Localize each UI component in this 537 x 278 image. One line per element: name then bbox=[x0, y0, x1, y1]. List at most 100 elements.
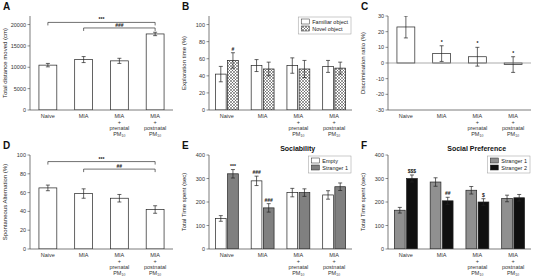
y-tick bbox=[386, 78, 389, 79]
x-tick-label: Naive bbox=[399, 252, 413, 258]
error-bar bbox=[153, 32, 157, 35]
significance-label: ### bbox=[115, 22, 124, 28]
legend-frame bbox=[487, 156, 530, 173]
x-tick-label-line: Naive bbox=[220, 113, 234, 119]
bar bbox=[502, 198, 513, 249]
title: E bbox=[182, 140, 189, 151]
y-tick bbox=[386, 155, 389, 156]
error-bar bbox=[326, 60, 330, 72]
y-tick-label: 0 bbox=[202, 107, 205, 113]
bar bbox=[39, 65, 57, 110]
error-bar bbox=[446, 197, 450, 204]
y-tick bbox=[28, 45, 31, 46]
bar bbox=[263, 208, 274, 249]
y-tick-label: 400 bbox=[196, 152, 205, 158]
error-bar bbox=[440, 46, 444, 62]
significance-bracket bbox=[48, 162, 155, 165]
y-tick bbox=[28, 155, 31, 156]
legend-label: Empty bbox=[322, 158, 338, 164]
panel: 05000100001500020000NaiveMIAMIA+prenatal… bbox=[2, 1, 173, 137]
legend-label: Stranger 2 bbox=[501, 165, 527, 171]
x-tick-label-line: Naive bbox=[41, 113, 55, 119]
y-tick-label: 60 bbox=[20, 190, 26, 196]
y-tick bbox=[386, 31, 389, 32]
legend: Familiar objectNovel object bbox=[298, 17, 351, 34]
background bbox=[0, 0, 537, 278]
significance-label: ## bbox=[445, 190, 451, 196]
error-bar bbox=[82, 189, 86, 198]
y-tick bbox=[207, 225, 210, 226]
x-tick-label: MIA bbox=[437, 252, 447, 258]
significance-label: # bbox=[232, 46, 235, 52]
bar bbox=[335, 187, 346, 249]
y-tick-label: 0 bbox=[23, 107, 26, 113]
y-tick-label: 20 bbox=[20, 227, 26, 233]
bar bbox=[299, 193, 310, 249]
y-axis-label: Total distance moved (cm) bbox=[2, 28, 8, 98]
title: D bbox=[3, 140, 10, 151]
x-tick-label: MIA+postnatalPM₁₀ bbox=[323, 252, 345, 276]
y-axis-label: Discrimination ratio (%) bbox=[360, 32, 366, 94]
legend-frame bbox=[308, 156, 351, 173]
x-tick-label-line: Naive bbox=[220, 252, 234, 258]
error-bar bbox=[255, 60, 259, 72]
x-tick-label-line: PM₁₀ bbox=[471, 131, 483, 137]
y-axis bbox=[30, 155, 31, 249]
panel: 0100200300400NaiveMIAMIA+prenatalPM₁₀MIA… bbox=[181, 140, 352, 276]
y-tick-label: 80 bbox=[199, 39, 205, 45]
y-axis-label: Spontaneous Alternation (%) bbox=[2, 164, 8, 240]
x-tick-label: Naive bbox=[220, 113, 234, 119]
bar bbox=[110, 198, 128, 249]
error-bar bbox=[302, 60, 306, 77]
plot-area bbox=[39, 32, 164, 110]
x-tick-label-line: Naive bbox=[41, 252, 55, 258]
legend-swatch bbox=[311, 158, 319, 163]
x-axis bbox=[209, 249, 352, 250]
y-tick-label: -30 bbox=[376, 107, 384, 113]
y-tick-label: 0 bbox=[381, 246, 384, 252]
x-tick-label-line: PM₁₀ bbox=[149, 270, 161, 276]
error-bar bbox=[505, 195, 509, 202]
y-tick-label: 20 bbox=[378, 29, 384, 35]
x-tick-label: MIA bbox=[79, 252, 89, 258]
plot-area bbox=[39, 185, 164, 249]
bar bbox=[323, 195, 334, 249]
error-bar bbox=[404, 16, 408, 38]
x-tick-label-line: PM₁₀ bbox=[113, 270, 125, 276]
title: A bbox=[3, 1, 10, 12]
y-tick bbox=[386, 47, 389, 48]
y-tick bbox=[386, 94, 389, 95]
subtitle: Social Preference bbox=[447, 145, 506, 152]
bar bbox=[39, 188, 57, 249]
y-tick-label: 20000 bbox=[11, 22, 26, 28]
y-tick bbox=[28, 67, 31, 68]
legend-label: Novel object bbox=[312, 26, 343, 32]
y-tick bbox=[386, 225, 389, 226]
x-tick-label-line: PM₁₀ bbox=[507, 270, 519, 276]
significance-label: * bbox=[512, 50, 514, 56]
y-tick-label: 100 bbox=[375, 223, 384, 229]
significance-label: *** bbox=[230, 163, 236, 169]
bar bbox=[251, 181, 262, 249]
error-bar bbox=[434, 178, 438, 186]
y-tick-label: 100 bbox=[196, 22, 205, 28]
significance-bracket bbox=[48, 22, 155, 25]
y-tick-label: 200 bbox=[196, 199, 205, 205]
x-tick-label-line: PM₁₀ bbox=[113, 131, 125, 137]
error-bar bbox=[219, 66, 223, 81]
x-tick-label-line: PM₁₀ bbox=[292, 270, 304, 276]
error-bar bbox=[410, 175, 414, 182]
error-bar bbox=[326, 191, 330, 199]
x-tick-label: MIA+prenatalPM₁₀ bbox=[288, 113, 308, 137]
y-tick-label: 20 bbox=[199, 90, 205, 96]
x-tick-label-line: Naive bbox=[399, 252, 413, 258]
error-bar bbox=[511, 57, 515, 73]
error-bar bbox=[469, 186, 473, 194]
y-tick-label: 40 bbox=[20, 208, 26, 214]
y-tick bbox=[28, 249, 31, 250]
error-bar bbox=[290, 188, 294, 196]
x-tick-label-line: Naive bbox=[399, 113, 413, 119]
x-axis bbox=[209, 110, 352, 111]
error-bar bbox=[46, 63, 50, 66]
significance-label: * bbox=[441, 39, 443, 45]
